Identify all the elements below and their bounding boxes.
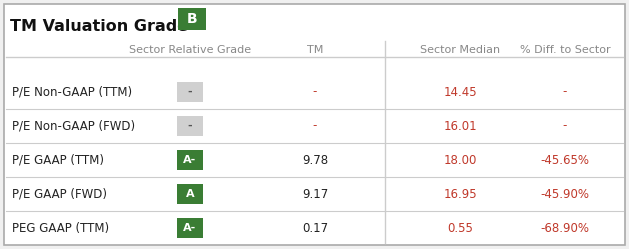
Text: A-: A- xyxy=(184,155,197,165)
Text: -: - xyxy=(313,85,317,99)
Text: -45.65%: -45.65% xyxy=(540,153,589,167)
Text: Sector Relative Grade: Sector Relative Grade xyxy=(129,45,251,55)
Bar xyxy=(177,218,203,238)
Text: 0.55: 0.55 xyxy=(447,222,473,235)
Text: TM: TM xyxy=(307,45,323,55)
Text: -: - xyxy=(563,85,567,99)
Text: % Diff. to Sector: % Diff. to Sector xyxy=(520,45,610,55)
Text: P/E GAAP (FWD): P/E GAAP (FWD) xyxy=(12,187,107,200)
Bar xyxy=(177,150,203,170)
Text: P/E Non-GAAP (TTM): P/E Non-GAAP (TTM) xyxy=(12,85,132,99)
Text: -: - xyxy=(187,121,192,131)
Text: -45.90%: -45.90% xyxy=(540,187,589,200)
Text: 14.45: 14.45 xyxy=(443,85,477,99)
Text: -68.90%: -68.90% xyxy=(540,222,589,235)
Bar xyxy=(177,82,203,102)
Text: 18.00: 18.00 xyxy=(443,153,477,167)
Text: A-: A- xyxy=(184,223,197,233)
Text: 9.17: 9.17 xyxy=(302,187,328,200)
Text: Sector Median: Sector Median xyxy=(420,45,500,55)
Text: 9.78: 9.78 xyxy=(302,153,328,167)
Text: 0.17: 0.17 xyxy=(302,222,328,235)
Text: TM Valuation Grade: TM Valuation Grade xyxy=(10,18,188,34)
Text: A: A xyxy=(186,189,194,199)
Text: 16.95: 16.95 xyxy=(443,187,477,200)
Bar xyxy=(178,8,206,30)
Text: P/E GAAP (TTM): P/E GAAP (TTM) xyxy=(12,153,104,167)
Text: P/E Non-GAAP (FWD): P/E Non-GAAP (FWD) xyxy=(12,120,135,132)
Text: -: - xyxy=(563,120,567,132)
Text: PEG GAAP (TTM): PEG GAAP (TTM) xyxy=(12,222,109,235)
Text: 16.01: 16.01 xyxy=(443,120,477,132)
Bar xyxy=(177,184,203,204)
Text: -: - xyxy=(313,120,317,132)
Bar xyxy=(177,116,203,136)
Text: -: - xyxy=(187,87,192,97)
Text: B: B xyxy=(187,12,198,26)
